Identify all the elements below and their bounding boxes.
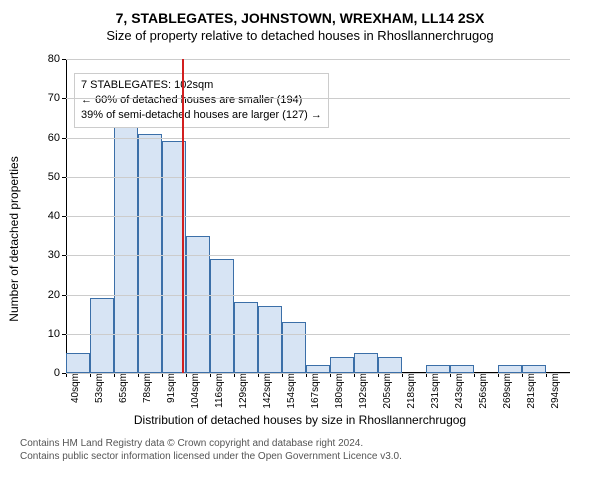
x-tick-label: 40sqm	[68, 373, 81, 403]
bar	[522, 365, 546, 373]
x-tick-mark	[522, 373, 523, 377]
x-tick-mark	[378, 373, 379, 377]
bar	[186, 236, 210, 373]
bar-slot: 192sqm	[354, 59, 378, 373]
x-tick-mark	[186, 373, 187, 377]
x-axis-label: Distribution of detached houses by size …	[20, 413, 580, 427]
bar	[210, 259, 234, 373]
x-tick-mark	[114, 373, 115, 377]
x-tick-label: 192sqm	[356, 373, 369, 409]
bar-slot: 269sqm	[498, 59, 522, 373]
x-tick-label: 167sqm	[308, 373, 321, 409]
page-subtitle: Size of property relative to detached ho…	[10, 28, 590, 43]
bar-slot: 256sqm	[474, 59, 498, 373]
x-tick-label: 104sqm	[188, 373, 201, 409]
y-tick-label: 10	[48, 328, 66, 340]
y-tick-label: 30	[48, 249, 66, 261]
bar-slot: 294sqm	[546, 59, 570, 373]
bar-slot: 243sqm	[450, 59, 474, 373]
footer-line: Contains public sector information licen…	[20, 450, 580, 463]
x-tick-mark	[258, 373, 259, 377]
x-tick-label: 91sqm	[164, 373, 177, 403]
annotation-line: 39% of semi-detached houses are larger (…	[81, 108, 322, 123]
annotation-line: 7 STABLEGATES: 102sqm	[81, 78, 322, 93]
x-tick-mark	[426, 373, 427, 377]
x-tick-label: 53sqm	[92, 373, 105, 403]
bar	[282, 322, 306, 373]
footer-attribution: Contains HM Land Registry data © Crown c…	[20, 437, 580, 463]
bar	[450, 365, 474, 373]
bar-slot: 218sqm	[402, 59, 426, 373]
x-tick-mark	[306, 373, 307, 377]
x-tick-mark	[450, 373, 451, 377]
bar	[66, 353, 90, 373]
x-tick-mark	[498, 373, 499, 377]
x-tick-mark	[234, 373, 235, 377]
x-tick-mark	[546, 373, 547, 377]
bar	[498, 365, 522, 373]
y-tick-label: 50	[48, 171, 66, 183]
bar	[114, 126, 138, 373]
x-tick-label: 154sqm	[284, 373, 297, 409]
bar	[378, 357, 402, 373]
bar	[258, 306, 282, 373]
y-tick-label: 20	[48, 289, 66, 301]
x-tick-label: 116sqm	[212, 373, 225, 408]
x-tick-label: 218sqm	[404, 373, 417, 409]
y-tick-label: 60	[48, 132, 66, 144]
bar	[90, 298, 114, 373]
x-tick-mark	[474, 373, 475, 377]
x-tick-label: 65sqm	[116, 373, 129, 403]
bar-slot: 231sqm	[426, 59, 450, 373]
x-tick-label: 142sqm	[260, 373, 273, 409]
bar	[138, 134, 162, 373]
x-tick-mark	[282, 373, 283, 377]
footer-line: Contains HM Land Registry data © Crown c…	[20, 437, 580, 450]
x-tick-label: 269sqm	[500, 373, 513, 409]
x-tick-label: 243sqm	[452, 373, 465, 409]
x-tick-label: 129sqm	[236, 373, 249, 409]
bar	[354, 353, 378, 373]
bar	[330, 357, 354, 373]
x-tick-mark	[354, 373, 355, 377]
annotation-line: ← 60% of detached houses are smaller (19…	[81, 93, 322, 108]
histogram-chart: Number of detached properties 40sqm53sqm…	[20, 49, 580, 429]
x-tick-mark	[162, 373, 163, 377]
page-title: 7, STABLEGATES, JOHNSTOWN, WREXHAM, LL14…	[10, 10, 590, 26]
x-tick-label: 256sqm	[476, 373, 489, 409]
annotation-box: 7 STABLEGATES: 102sqm ← 60% of detached …	[74, 73, 329, 128]
x-tick-label: 205sqm	[380, 373, 393, 409]
x-tick-label: 281sqm	[524, 373, 537, 409]
x-tick-label: 231sqm	[428, 373, 441, 409]
y-tick-label: 40	[48, 210, 66, 222]
x-tick-mark	[90, 373, 91, 377]
bar-slot: 180sqm	[330, 59, 354, 373]
bar-slot: 205sqm	[378, 59, 402, 373]
x-tick-mark	[138, 373, 139, 377]
x-tick-mark	[330, 373, 331, 377]
bar	[162, 141, 186, 373]
bar-slot: 281sqm	[522, 59, 546, 373]
x-tick-mark	[66, 373, 67, 377]
bar	[426, 365, 450, 373]
x-tick-mark	[402, 373, 403, 377]
y-tick-label: 0	[54, 367, 66, 379]
x-tick-label: 78sqm	[140, 373, 153, 403]
bar	[306, 365, 330, 373]
y-tick-label: 80	[48, 53, 66, 65]
y-axis-label: Number of detached properties	[7, 156, 21, 321]
bar	[234, 302, 258, 373]
plot-area: 40sqm53sqm65sqm78sqm91sqm104sqm116sqm129…	[66, 59, 570, 373]
x-tick-label: 180sqm	[332, 373, 345, 409]
y-tick-label: 70	[48, 92, 66, 104]
x-tick-label: 294sqm	[548, 373, 561, 409]
x-tick-mark	[210, 373, 211, 377]
